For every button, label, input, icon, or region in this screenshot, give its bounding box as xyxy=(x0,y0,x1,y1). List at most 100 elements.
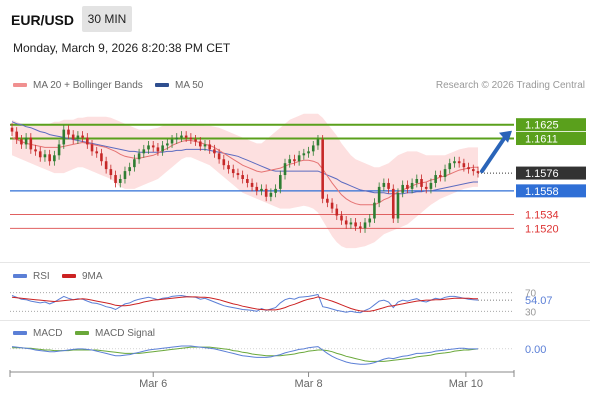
rsi-last-label: 54.07 xyxy=(525,295,553,307)
candle xyxy=(269,192,273,197)
candle xyxy=(382,182,386,187)
candle xyxy=(34,149,37,152)
candle xyxy=(349,222,353,225)
candle xyxy=(457,161,461,164)
candle xyxy=(264,188,268,197)
candle xyxy=(373,202,376,219)
candle xyxy=(81,135,84,138)
macd-last-label: 0.00 xyxy=(525,344,546,356)
rsi-line xyxy=(11,293,479,314)
candle xyxy=(255,186,259,191)
candle xyxy=(76,135,80,140)
candle xyxy=(222,159,226,166)
candle xyxy=(15,131,19,140)
candle xyxy=(38,151,42,158)
pivot-label-box xyxy=(516,184,586,198)
credit-label: Research © 2026 Trading Central xyxy=(435,80,585,91)
candle xyxy=(104,161,108,170)
candle xyxy=(241,175,244,179)
legend-macd-label: MACD xyxy=(33,328,63,339)
candle xyxy=(448,163,452,170)
legend-ma9-label: 9MA xyxy=(82,271,103,282)
datetime-label: Monday, March 9, 2026 8:20:38 PM CET xyxy=(13,41,231,55)
legend-macd: MACD xyxy=(13,328,62,339)
legend-ma50-label: MA 50 xyxy=(175,80,204,91)
separator xyxy=(0,262,590,263)
candle xyxy=(217,153,221,160)
last-price-label: 1.1576 xyxy=(525,168,559,180)
candle xyxy=(471,169,475,172)
ma20-line xyxy=(11,137,478,206)
candle xyxy=(396,192,400,219)
candle xyxy=(260,188,263,191)
candle xyxy=(62,129,66,145)
timeframe-button[interactable]: 30 MIN xyxy=(82,6,132,32)
legend-ma20-bb-label: MA 20 + Bollinger Bands xyxy=(33,80,143,91)
candle xyxy=(90,144,94,152)
legend-macd-signal-label: MACD Signal xyxy=(95,328,156,339)
candle xyxy=(363,222,367,229)
resistance-label: 1.1625 xyxy=(525,120,559,132)
candle xyxy=(434,175,437,183)
candle xyxy=(43,154,47,158)
candle xyxy=(307,151,310,154)
candle xyxy=(246,179,249,183)
candle xyxy=(302,153,306,156)
candle xyxy=(283,163,287,176)
candle xyxy=(354,222,357,227)
legend-macd-signal: MACD Signal xyxy=(75,328,155,339)
candle xyxy=(359,226,362,229)
ma50-swatch-icon xyxy=(155,83,169,88)
candle xyxy=(415,179,419,183)
macd-line xyxy=(11,345,478,365)
candle xyxy=(208,144,211,150)
candle xyxy=(118,179,122,183)
resistance-label-box xyxy=(516,132,586,146)
candle xyxy=(391,188,395,219)
candle xyxy=(429,182,433,189)
candle xyxy=(340,215,343,221)
candle xyxy=(274,188,277,193)
macd-swatch-icon xyxy=(13,331,27,336)
x-tick-label: Mar 10 xyxy=(449,378,483,390)
candle xyxy=(128,167,131,172)
candle xyxy=(330,202,334,209)
candle xyxy=(156,147,160,152)
candle xyxy=(24,137,28,145)
candle xyxy=(467,167,470,170)
candle xyxy=(231,169,235,174)
candle xyxy=(462,163,466,168)
legend-ma20-bb: MA 20 + Bollinger Bands xyxy=(13,80,143,91)
ma50-line xyxy=(11,121,478,195)
candle xyxy=(57,144,61,156)
candle xyxy=(387,182,390,189)
candle xyxy=(401,184,404,193)
rsi-level-label: 30 xyxy=(525,307,537,318)
pivot-label: 1.1558 xyxy=(525,186,559,198)
candle xyxy=(316,139,320,146)
candle xyxy=(198,141,202,147)
candle xyxy=(20,139,23,145)
candle xyxy=(406,184,409,189)
candle xyxy=(166,143,169,146)
candle xyxy=(439,175,442,178)
candle xyxy=(424,186,428,189)
candle xyxy=(189,137,193,140)
candle xyxy=(67,129,70,135)
candle xyxy=(410,182,414,189)
candle xyxy=(170,139,174,144)
x-tick-label: Mar 6 xyxy=(139,378,167,390)
candle xyxy=(377,186,381,203)
candle xyxy=(250,182,254,187)
candle xyxy=(53,155,56,162)
ma9-swatch-icon xyxy=(62,274,76,279)
legend-rsi-label: RSI xyxy=(33,271,50,282)
forecast-arrow-icon xyxy=(480,133,508,174)
resistance-label-box xyxy=(516,118,586,132)
candle xyxy=(453,161,456,164)
candle xyxy=(71,134,75,140)
candle xyxy=(213,149,216,154)
candle xyxy=(48,154,51,162)
resistance-label: 1.1611 xyxy=(525,134,558,146)
candle xyxy=(29,137,33,150)
